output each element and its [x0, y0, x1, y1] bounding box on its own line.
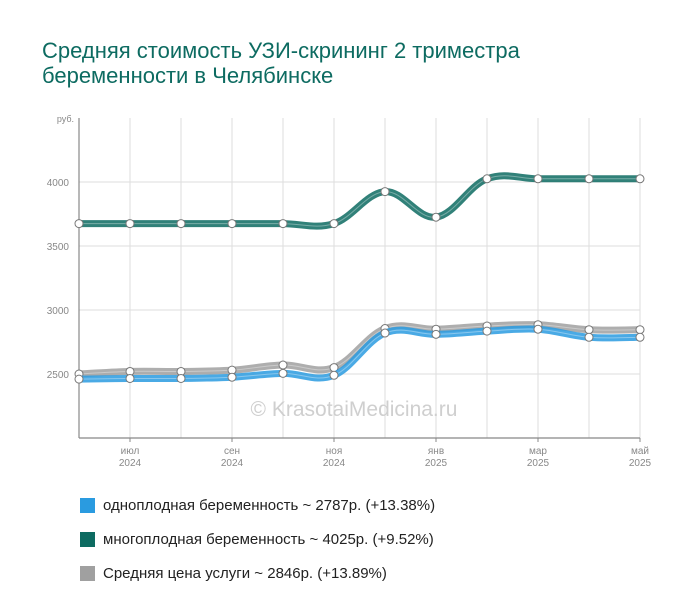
chart-legend: одноплодная беременность ~ 2787р. (+13.3…	[80, 488, 435, 590]
y-tick-label-3000: 3000	[47, 306, 70, 317]
series-0-point-1	[125, 219, 135, 229]
legend-swatch-multiple	[80, 531, 95, 547]
y-tick-label-2500: 2500	[47, 370, 70, 381]
legend-swatch-average	[80, 565, 95, 581]
legend-label-multiple: многоплодная беременность ~ 4025р. (+9.5…	[103, 530, 434, 548]
y-unit-label: руб.	[57, 114, 74, 124]
legend-swatch-single	[80, 497, 95, 513]
legend-label-average: Средняя цена услуги ~ 2846р. (+13.89%)	[103, 564, 387, 582]
series-0-point-2	[176, 219, 186, 229]
x-tick-label-year-3: 2025	[425, 458, 448, 469]
x-tick-label-year-4: 2025	[527, 458, 550, 469]
x-tick-label-month-1: сен	[224, 446, 240, 457]
series-0-point-11	[635, 174, 645, 184]
x-tick-label-month-3: янв	[428, 446, 444, 457]
series-2-point-11	[635, 332, 645, 342]
legend-item-multiple[interactable]: многоплодная беременность ~ 4025р. (+9.5…	[80, 522, 435, 556]
x-tick-label-year-2: 2024	[323, 458, 346, 469]
series-0-point-9	[533, 174, 543, 184]
chart-title-line-2: беременности в Челябинске	[42, 63, 334, 88]
series-2-point-5	[329, 370, 339, 380]
series-0-line-highlight	[79, 175, 640, 227]
series-2-point-6	[380, 328, 390, 338]
series-0-point-4	[278, 219, 288, 229]
series-2-point-9	[533, 324, 543, 334]
x-tick-label-year-1: 2024	[221, 458, 244, 469]
legend-item-average[interactable]: Средняя цена услуги ~ 2846р. (+13.89%)	[80, 556, 435, 590]
series-2-point-0	[74, 374, 84, 384]
series-0-point-5	[329, 219, 339, 229]
y-tick-label-3500: 3500	[47, 242, 70, 253]
series-2-point-4	[278, 368, 288, 378]
series-0-line	[75, 172, 644, 230]
chart-title: Средняя стоимость УЗИ-скрининг 2 тримест…	[42, 38, 662, 88]
series-1-point-4	[278, 360, 288, 370]
series-0-point-0	[74, 219, 84, 229]
y-tick-label-4000: 4000	[47, 178, 70, 189]
series-1-point-10	[584, 325, 594, 335]
x-tick-label-month-2: ноя	[326, 446, 343, 457]
series-0-point-7	[431, 212, 441, 222]
series-0-point-3	[227, 219, 237, 229]
line-chart: 2500300035004000руб.июл2024сен2024ноя202…	[47, 114, 652, 469]
legend-label-single: одноплодная беременность ~ 2787р. (+13.3…	[103, 496, 436, 514]
x-tick-label-month-0: июл	[121, 446, 140, 457]
series-2-point-7	[431, 329, 441, 339]
watermark: © KrasotaiMedicina.ru	[251, 398, 458, 421]
series-1-point-11	[635, 325, 645, 335]
series-2-point-3	[227, 372, 237, 382]
x-tick-label-month-4: мар	[529, 446, 547, 457]
series-2-point-2	[176, 373, 186, 383]
chart-title-line-1: Средняя стоимость УЗИ-скрининг 2 тримест…	[42, 38, 520, 63]
x-tick-label-month-5: май	[631, 446, 649, 457]
x-tick-label-year-0: 2024	[119, 458, 142, 469]
series-2-point-10	[584, 332, 594, 342]
series-0-point-10	[584, 174, 594, 184]
series-2-point-1	[125, 373, 135, 383]
legend-item-single[interactable]: одноплодная беременность ~ 2787р. (+13.3…	[80, 488, 435, 522]
series-0-point-6	[380, 187, 390, 197]
series-0-point-8	[482, 174, 492, 184]
x-tick-label-year-5: 2025	[629, 458, 652, 469]
series-2-point-8	[482, 326, 492, 336]
